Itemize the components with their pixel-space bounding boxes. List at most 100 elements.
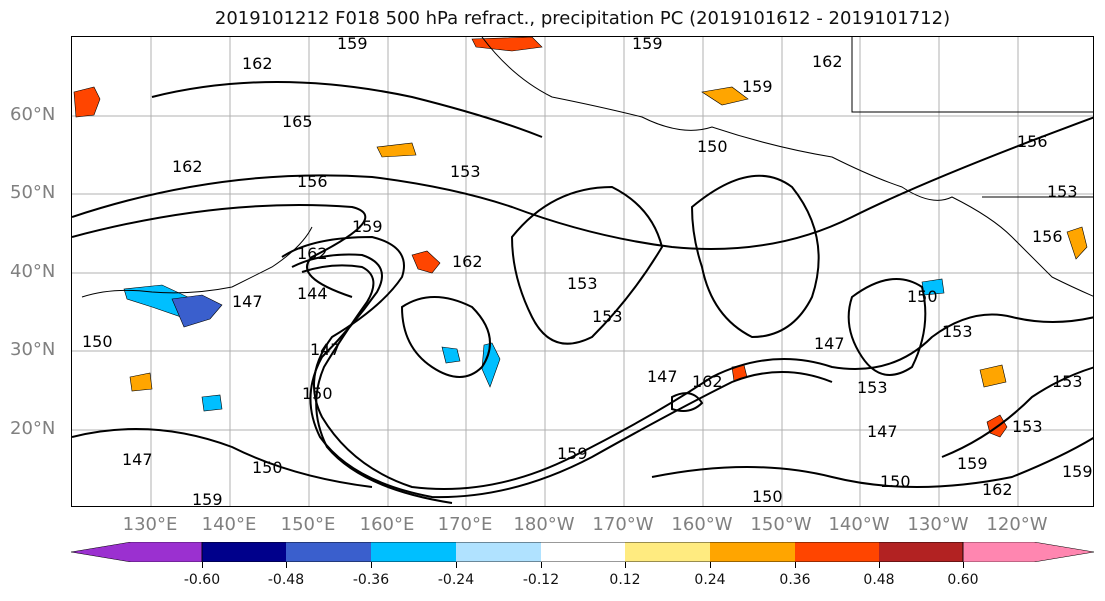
colorbar-tick-label: -0.12 xyxy=(522,572,560,588)
contour-label: 162 xyxy=(452,252,483,271)
lon-label-150e: 150°E xyxy=(280,514,336,535)
contour-label: 159 xyxy=(957,454,988,473)
contour-label: 162 xyxy=(172,157,203,176)
contour-label: 150 xyxy=(302,384,333,403)
precip-patches xyxy=(73,37,1088,438)
colorbar-segment xyxy=(541,542,625,562)
colorbar-segment xyxy=(625,542,710,562)
contour-label: 150 xyxy=(697,137,728,156)
japan-coast xyxy=(81,226,313,298)
contour-label: 159 xyxy=(632,37,663,53)
contour-label: 147 xyxy=(814,334,845,353)
contour-line xyxy=(281,235,1093,490)
contour-label: 147 xyxy=(867,422,898,441)
contour-label: 153 xyxy=(592,307,623,326)
lon-label-130w: 130°W xyxy=(907,514,969,535)
lon-label-130e: 130°E xyxy=(122,514,178,535)
contour-line xyxy=(72,428,373,488)
contour-label: 159 xyxy=(337,37,368,53)
lat-label-20n: 20°N xyxy=(10,418,56,439)
contour-label: 150 xyxy=(82,332,113,351)
contour-label: 147 xyxy=(122,450,153,469)
colorbar-tick-label: 0.48 xyxy=(863,572,895,588)
colorbar-tick-mark xyxy=(456,562,457,568)
colorbar-segment xyxy=(286,542,371,562)
lon-label-170e: 170°E xyxy=(437,514,493,535)
colorbar-tick-label: 0.36 xyxy=(779,572,811,588)
precip-patch xyxy=(1066,226,1088,260)
colorbar-tick-mark xyxy=(710,562,711,568)
precip-patch xyxy=(481,342,501,388)
lon-label-180w: 180°W xyxy=(513,514,575,535)
contour-label: 150 xyxy=(907,287,938,306)
colorbar-segment xyxy=(710,542,795,562)
contour-label: 156 xyxy=(1032,227,1063,246)
contour-label: 159 xyxy=(742,77,773,96)
contour-line xyxy=(510,185,664,345)
colorbar-tick-mark xyxy=(371,562,372,568)
contour-label: 153 xyxy=(567,274,598,293)
precip-patch xyxy=(376,142,417,158)
contours xyxy=(72,81,1093,504)
contour-label: 150 xyxy=(880,472,911,491)
contour-line xyxy=(151,81,543,138)
colorbar-tick-label: -0.48 xyxy=(267,572,305,588)
colorbar-segment xyxy=(71,542,203,562)
contour-label: 159 xyxy=(557,444,588,463)
contour-line xyxy=(72,116,1093,250)
canada-border xyxy=(851,37,1093,113)
map-panel: 159 162 165 162 156 153 159 162 147 144 … xyxy=(71,36,1094,507)
map-title: 2019101212 F018 500 hPa refract., precip… xyxy=(214,8,951,29)
colorbar-segment xyxy=(456,542,541,562)
contour-label: 156 xyxy=(297,172,328,191)
contour-label: 162 xyxy=(692,372,723,391)
lat-label-40n: 40°N xyxy=(10,261,56,282)
colorbar-tick-label: -0.24 xyxy=(437,572,475,588)
lat-label-30n: 30°N xyxy=(10,339,56,360)
contour-label: 144 xyxy=(297,284,328,303)
contour-label: 150 xyxy=(252,458,283,477)
lat-label-50n: 50°N xyxy=(10,182,56,203)
contour-label: 153 xyxy=(1052,372,1083,391)
colorbar-outline xyxy=(201,542,964,562)
precip-patch xyxy=(701,86,749,106)
contour-label: 162 xyxy=(242,54,273,73)
contour-label: 153 xyxy=(450,162,481,181)
contour-line xyxy=(651,437,1093,488)
contour-label-layer: 159 162 165 162 156 153 159 162 147 144 … xyxy=(82,37,1093,507)
lon-label-170w: 170°W xyxy=(592,514,654,535)
contour-line xyxy=(671,392,704,412)
contour-line xyxy=(941,366,1093,458)
precip-patch xyxy=(979,364,1007,388)
lon-label-120w: 120°W xyxy=(986,514,1048,535)
contour-label: 147 xyxy=(232,292,263,311)
alaska-coast xyxy=(481,37,1093,297)
contour-label: 153 xyxy=(857,378,888,397)
precip-patch xyxy=(129,372,153,392)
contour-label: 159 xyxy=(352,217,383,236)
colorbar-tick-label: 0.60 xyxy=(947,572,979,588)
contour-label: 150 xyxy=(752,487,783,506)
lon-label-140e: 140°E xyxy=(201,514,257,535)
colorbar-tick-mark xyxy=(625,562,626,568)
colorbar-tick-mark xyxy=(541,562,542,568)
graticule xyxy=(72,37,1093,506)
contour-label: 147 xyxy=(310,340,341,359)
contour-line xyxy=(301,264,453,504)
contour-label: 156 xyxy=(1017,132,1048,151)
precip-patch xyxy=(471,37,543,52)
map-canvas: 159 162 165 162 156 153 159 162 147 144 … xyxy=(72,37,1093,507)
colorbar-tick-mark xyxy=(202,562,203,568)
contour-label: 153 xyxy=(1047,182,1078,201)
colorbar-tick-mark xyxy=(879,562,880,568)
coastlines xyxy=(81,37,1093,298)
contour-label: 165 xyxy=(282,112,313,131)
contour-line xyxy=(400,296,491,378)
colorbar-tick-label: 0.12 xyxy=(609,572,641,588)
contour-label: 159 xyxy=(192,490,223,507)
colorbar-tick-mark xyxy=(795,562,796,568)
colorbar xyxy=(71,542,1094,562)
colorbar-segment xyxy=(962,542,1094,562)
lat-label-60n: 60°N xyxy=(10,104,56,125)
contour-line xyxy=(291,253,833,499)
